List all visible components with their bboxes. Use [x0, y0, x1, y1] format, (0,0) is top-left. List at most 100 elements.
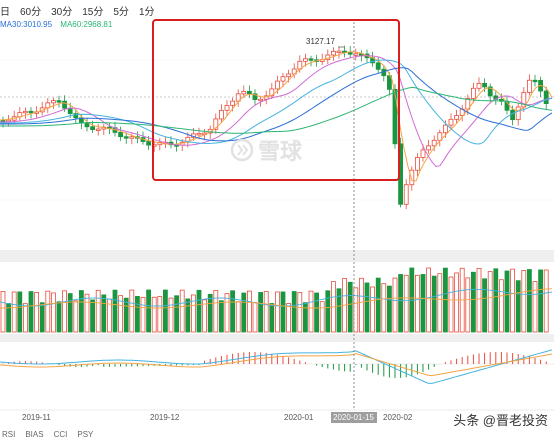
volume-bar-95 [532, 281, 538, 333]
candle-body-40 [224, 104, 230, 111]
xueqiu-watermark: 雪球 [230, 134, 302, 166]
candle-body-46 [258, 98, 264, 102]
candle-body-97 [543, 90, 549, 104]
volume-bar-91 [510, 268, 516, 333]
candle-body-38 [213, 118, 219, 130]
volume-bar-54 [302, 302, 308, 333]
period-tab-60min[interactable]: 60分 [20, 7, 42, 18]
volume-bar-42 [235, 301, 241, 333]
moving-average-lines [0, 51, 553, 182]
volume-bar-89 [498, 279, 504, 333]
candle-body-11 [62, 100, 67, 109]
candle-body-59 [330, 50, 336, 56]
candle-body-69 [386, 75, 392, 90]
candle-body-76 [426, 145, 432, 151]
candle-body-74 [414, 157, 420, 171]
volume-bar-63 [353, 287, 359, 333]
volume-bar-32 [179, 289, 185, 333]
volume-bar-62 [347, 281, 353, 333]
date-label-2019-11: 2019-11 [22, 413, 51, 422]
candle-body-81 [454, 115, 460, 120]
candle-body-26 [146, 141, 152, 146]
volume-bar-83 [465, 277, 471, 333]
cursor-date-label: 2020-01-15 [333, 413, 374, 422]
candle-body-10 [56, 100, 62, 103]
volume-bar-85 [476, 268, 482, 333]
ma-legend: MA30:3010.95 MA60:2968.81 [0, 20, 118, 29]
panel-divider-macd[interactable] [0, 334, 554, 342]
candle-body-13 [73, 113, 79, 119]
candlesticks [0, 45, 549, 210]
volume-bar-28 [157, 296, 163, 333]
period-tab-5min[interactable]: 5分 [113, 7, 129, 18]
period-tab-1min[interactable]: 1分 [138, 7, 155, 18]
candle-body-9 [51, 100, 56, 104]
candle-body-22 [123, 136, 129, 139]
period-tab-15min[interactable]: 15分 [82, 7, 104, 18]
volume-bar-47 [263, 291, 269, 333]
volume-bar-41 [230, 290, 236, 333]
candle-body-23 [129, 136, 135, 139]
price-grid [0, 59, 554, 201]
ma20-line [0, 59, 553, 145]
volume-bar-18 [101, 294, 107, 333]
volume-bar-16 [90, 299, 95, 333]
volume-bar-96 [538, 269, 543, 333]
volume-bar-34 [190, 294, 196, 333]
indicator-tab-psy[interactable]: PSY [77, 430, 94, 439]
volume-bar-38 [213, 290, 219, 333]
volume-bar-49 [274, 291, 280, 333]
author-watermark: 头条 @晋老投资 [453, 413, 548, 428]
volume-bar-46 [258, 292, 264, 333]
indicator-tab-bias[interactable]: BIAS [25, 430, 44, 439]
panel-divider-volume[interactable] [0, 250, 554, 262]
volume-bar-6 [34, 292, 39, 333]
candle-body-92 [515, 106, 521, 121]
volume-bar-67 [375, 277, 381, 333]
indicator-tabs: RSI BIAS CCI PSY [2, 430, 103, 440]
date-label-2020-02: 2020-02 [383, 413, 413, 422]
volume-bar-55 [308, 290, 314, 333]
volume-bar-74 [414, 274, 420, 333]
candle-body-33 [185, 136, 191, 143]
candle-body-39 [218, 109, 224, 120]
date-label-2019-12: 2019-12 [150, 413, 180, 422]
cursor-date-badge [331, 412, 377, 423]
volume-bar-15 [84, 293, 90, 333]
indicator-tab-rsi[interactable]: RSI [2, 430, 16, 439]
volume-bar-72 [403, 274, 409, 333]
candle-body-35 [196, 133, 202, 136]
indicator-tab-cci[interactable]: CCI [53, 430, 68, 439]
volume-bar-71 [398, 274, 404, 333]
candle-body-79 [442, 124, 448, 134]
volume-bar-35 [196, 289, 202, 333]
volume-bar-12 [67, 293, 73, 333]
volume-bar-56 [314, 292, 320, 333]
candle-body-48 [269, 88, 275, 97]
candle-body-41 [230, 100, 236, 106]
volume-bar-5 [28, 291, 34, 333]
period-tab-30min[interactable]: 30分 [51, 7, 73, 18]
candle-body-21 [118, 132, 123, 138]
candle-body-87 [487, 86, 493, 97]
volume-bar-20 [112, 289, 118, 333]
candle-body-91 [510, 109, 516, 121]
period-tab-day[interactable]: 日 [0, 7, 10, 18]
candle-body-49 [274, 80, 280, 90]
candle-body-60 [336, 50, 342, 54]
xueqiu-logo-text: 雪球 [258, 139, 303, 164]
volume-bar-80 [448, 276, 454, 333]
volume-bar-7 [39, 302, 45, 333]
volume-bar-24 [134, 296, 140, 333]
xueqiu-logo-icon [230, 138, 254, 162]
volume-bar-64 [358, 277, 364, 333]
candle-body-4 [22, 110, 28, 114]
volume-bar-17 [95, 289, 101, 333]
candle-body-73 [409, 169, 415, 186]
candle-body-55 [308, 58, 314, 61]
ma30-legend: MA30:3010.95 [0, 20, 53, 29]
candle-body-77 [431, 139, 437, 147]
volume-bar-53 [297, 292, 303, 333]
volume-bar-58 [325, 290, 331, 333]
